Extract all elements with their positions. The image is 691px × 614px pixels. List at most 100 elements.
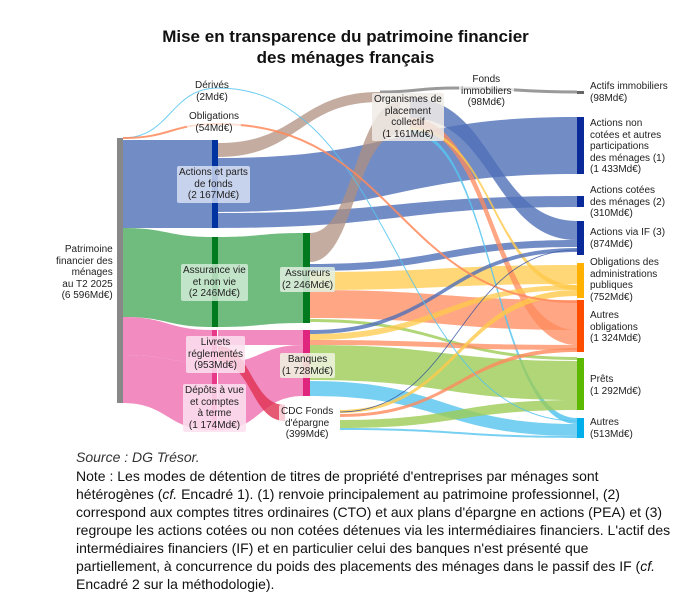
- label-line: (1 728Md€): [282, 365, 334, 377]
- label-line: d'épargne: [285, 417, 330, 429]
- node-bar-prets: [577, 358, 584, 410]
- node-label-fonds-immo: Fonds immobiliers (98Md€): [459, 73, 514, 110]
- label-line: (2 167Md€): [187, 190, 240, 201]
- node-bar-source: [117, 138, 123, 403]
- node-label-cdc: CDC Fonds d'épargne (399Md€): [279, 405, 336, 442]
- label-line: réglementés: [188, 348, 244, 360]
- label-line: participations: [590, 141, 649, 152]
- label-line: Actifs immobiliers: [590, 81, 668, 92]
- flow-opc-actions-if: [410, 98, 577, 240]
- label-line: et non vie: [192, 276, 237, 288]
- label-line: Livrets: [200, 337, 231, 348]
- label-line: (1 324Md€): [590, 333, 642, 344]
- flow-assureurs-opc: [310, 102, 400, 262]
- label-line: (399Md€): [285, 429, 329, 440]
- flow-cdc-autres: [340, 428, 577, 438]
- label-line: (874Md€): [590, 238, 633, 250]
- node-label-opc: Organismes de placement collectif (1 161Md€…: [372, 93, 444, 141]
- label-line: Autres: [590, 417, 619, 428]
- figure-title: Mise en transparence du patrimoine finan…: [0, 26, 691, 68]
- label-line: (953Md€): [194, 360, 237, 371]
- label-line: Fonds: [472, 74, 501, 85]
- node-label-banques: Banques (1 728Md€): [280, 353, 336, 378]
- label-line: Patrimoine: [64, 244, 113, 255]
- flow-banques-autres-oblig: [310, 340, 577, 350]
- label-line: (98Md€): [590, 92, 628, 104]
- label-line: Actions et parts: [179, 167, 248, 178]
- label-line: Assureurs: [285, 268, 331, 279]
- node-label-derives: Dérivés (2Md€): [193, 79, 231, 104]
- node-label-actions-non-cotees: Actions non cotées et autres participation…: [590, 118, 665, 176]
- flow-actions-opc: [218, 92, 380, 157]
- label-line: (6 596Md€): [61, 290, 113, 301]
- label-line: cotées et autres: [590, 129, 662, 141]
- label-line: ménages: [71, 267, 113, 278]
- label-line: (310Md€): [590, 208, 633, 219]
- label-line: Actions non: [590, 118, 643, 129]
- label-line: Obligations: [189, 111, 240, 122]
- node-label-actions-parts: Actions et parts de fonds (2 167Md€): [177, 166, 250, 203]
- flow-opc-oblig-admin: [410, 127, 577, 290]
- label-line: Actions via IF (3): [590, 227, 666, 238]
- node-label-actions-if: Actions via IF (3) (874Md€): [590, 227, 665, 250]
- label-line: Encadré 1). (1) renvoie principalement a…: [76, 486, 671, 574]
- label-line: (54Md€): [195, 122, 233, 134]
- label-line: Assurance vie: [183, 265, 246, 276]
- label-line: cf.: [640, 558, 655, 574]
- label-line: à terme: [197, 408, 232, 419]
- label-line: Encadré 2 sur la méthodologie).: [76, 576, 275, 592]
- label-line: (1 433Md€): [590, 164, 642, 175]
- label-line: (98Md€): [467, 97, 505, 108]
- node-label-autres: Autres (513Md€): [590, 417, 633, 440]
- label-line: (1 292Md€): [590, 385, 642, 397]
- node-label-oblig-admin: Obligations des administrations publiques(…: [590, 257, 659, 303]
- flow-opc-autres-oblig: [410, 118, 577, 345]
- label-line: placement: [384, 105, 431, 117]
- label-line: Banques: [287, 354, 328, 365]
- label-line: (1 161Md€): [382, 128, 434, 140]
- label-line: obligations: [590, 321, 638, 333]
- label-line: (2 246Md€): [282, 279, 334, 291]
- flow-banques-prets: [310, 345, 577, 400]
- node-bar-actions-if: [577, 221, 584, 255]
- flow-cdc-actions-if: [339, 249, 578, 413]
- flow-cdc-oblig-admin: [340, 290, 577, 413]
- label-line: de fonds: [194, 178, 233, 190]
- label-line: financier des: [56, 255, 113, 267]
- node-label-autres-oblig: Autres obligations (1 324Md€): [590, 310, 641, 345]
- label-line: cf.: [162, 486, 178, 502]
- node-label-prets: Prêts (1 292Md€): [590, 374, 641, 397]
- flow-banques-actions-if: [310, 248, 577, 334]
- label-line: administrations: [590, 268, 658, 280]
- node-bar-oblig-admin: [577, 263, 584, 298]
- source-text: Source : DG Trésor.: [76, 449, 200, 465]
- label-line: des ménages (2): [590, 196, 666, 208]
- node-label-obligations: Obligations (54Md€): [187, 110, 242, 135]
- node-label-assurance: Assurance vie et non vie (2 246Md€): [181, 264, 248, 301]
- note-text: Note : Les modes de détention de titres …: [76, 467, 676, 593]
- flow-source-actions: [123, 140, 212, 228]
- node-label-actifs-immo: Actifs immobiliers (98Md€): [590, 81, 668, 104]
- label-line: des ménages (1): [590, 152, 666, 164]
- node-bar-autres: [577, 418, 584, 438]
- title-line-2: des ménages français: [256, 48, 435, 67]
- flow-actions-non-cotees: [218, 117, 577, 212]
- label-line: immobiliers: [461, 85, 512, 97]
- label-line: (2Md€): [196, 91, 228, 103]
- flow-derives: [122, 87, 578, 422]
- label-line: Dérivés: [195, 80, 229, 91]
- node-label-actions-cotees: Actions cotées des ménages (2) (310Md€): [590, 185, 665, 220]
- label-line: Autres: [590, 310, 619, 321]
- node-label-depots: Dépôts à vue et comptes à terme (1 174Md€): [183, 384, 246, 432]
- flow-assurance-assureurs: [218, 233, 303, 327]
- label-line: Obligations des: [590, 257, 659, 268]
- label-line: CDC Fonds: [281, 406, 334, 417]
- label-line: Actions cotées: [590, 185, 656, 196]
- label-line: Prêts: [590, 374, 614, 385]
- label-line: publiques: [590, 280, 633, 291]
- node-label-assureurs: Assureurs (2 246Md€): [280, 267, 336, 292]
- title-line-1: Mise en transparence du patrimoine finan…: [162, 27, 529, 46]
- node-bar-actifs-immo: [577, 91, 584, 94]
- label-line: (1 174Md€): [188, 419, 241, 431]
